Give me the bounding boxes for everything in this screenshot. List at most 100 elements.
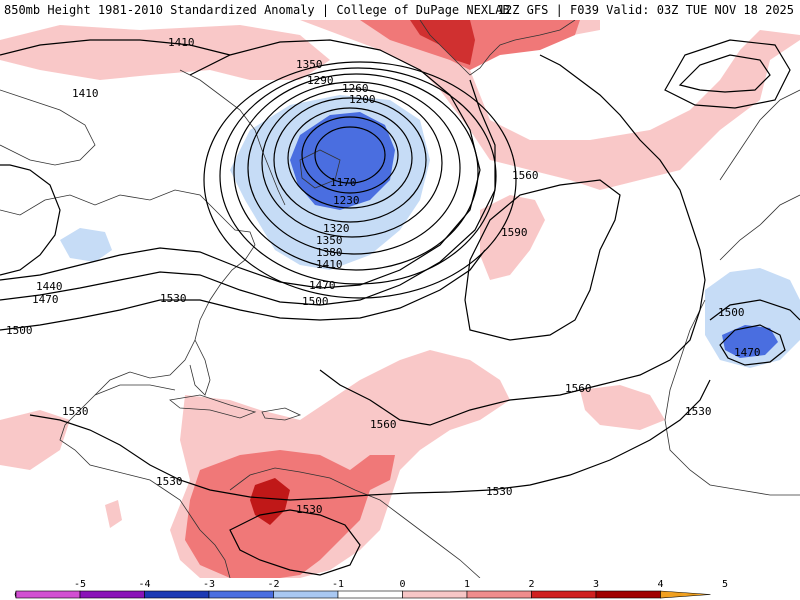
contour-1170 [314,126,386,184]
label-1410-w: 1410 [72,87,99,100]
label-1530: 1530 [160,292,187,305]
iberia-coast [719,89,800,181]
label-1350: 1350 [296,58,323,71]
anomaly-plus1-midatlantic [480,195,545,280]
africa-coast [719,194,800,261]
contour-east-high [678,54,771,93]
label-1500: 1500 [302,295,329,308]
anomaly-plus1-east-atlantic [580,385,665,430]
negative-anomaly-shading [60,95,800,368]
hudson-coast [0,89,96,166]
label-1530-gulf: 1530 [62,405,89,418]
label-1560-c: 1560 [565,382,592,395]
contour-1230 [287,107,413,209]
colorbar-tick-label: -2 [267,579,279,590]
anomaly-plus1-greenland [300,20,800,190]
contour-east-high-2 [664,39,791,109]
anomaly-plus1-northwest [0,25,330,80]
contour-1410-nw [0,39,231,56]
contour-1350 [233,73,479,271]
labrador-coast [179,69,286,206]
colorbar-tick-label: -3 [203,579,215,590]
label-1500-af: 1500 [718,306,745,319]
colorbar-ticks: -5 -4 -3 -2 -1 0 1 2 3 4 5 [74,579,728,590]
label-1260: 1260 [342,82,369,95]
colorbar-segment [337,590,403,599]
label-1530-sa: 1530 [296,503,323,516]
anomaly-colorbar: -5 -4 -3 -2 -1 0 1 2 3 4 5 [0,578,800,600]
colorbar-tick-label: 1 [464,579,470,590]
anomaly-plus3-greenland [410,20,475,65]
colorbar-segment [466,590,532,599]
contour-1500-africa [709,299,800,321]
label-1170: 1170 [330,176,357,189]
contour-1470-africa [719,324,786,366]
colorbar-segment [402,590,468,599]
label-1530-atl: 1530 [486,485,513,498]
anomaly-plus3-southamerica [250,478,290,525]
contour-1500 [0,79,496,306]
colorbar-segments [14,590,711,599]
south-america-inner [199,529,231,578]
label-1440: 1440 [36,280,63,293]
model-run-info: 12Z GFS | F039 Valid: 03Z TUE NOV 18 202… [497,3,794,17]
florida-coast [189,339,211,396]
label-1230: 1230 [333,194,360,207]
colorbar-tick-label: 4 [657,579,663,590]
contour-1380 [219,67,497,285]
colorbar-arrow-right [660,590,711,599]
anomaly-plus1-pacific [0,410,70,470]
colorbar-segment [531,590,597,599]
label-1560-n: 1560 [512,169,539,182]
greenland-coast [419,20,576,76]
anomaly-minus1-greatlakes [60,228,112,262]
label-1410-s: 1410 [316,258,343,271]
colorbar-tick-label: 3 [593,579,599,590]
anomaly-map: 1410 1410 1350 1290 1260 1200 1170 1230 … [0,20,800,578]
colorbar-tick-label: -5 [74,579,86,590]
contour-1560-loop [464,179,621,341]
colorbar-segment [79,590,145,599]
label-1590: 1590 [501,226,528,239]
colorbar-segment [144,590,210,599]
colorbar-tick-label: -1 [332,579,344,590]
label-1320: 1320 [323,222,350,235]
colorbar-segment [15,590,81,599]
contour-1530 [0,249,486,331]
contour-1200 [301,116,399,194]
colorbar-segment [273,590,339,599]
label-1530-carib: 1530 [156,475,183,488]
colorbar-segment [208,590,274,599]
colorbar-tick-label: -4 [138,579,150,590]
contour-1560-south [319,54,706,426]
colorbar-tick-label: 0 [399,579,405,590]
contour-1470 [0,39,481,289]
label-1380: 1380 [316,246,343,259]
anomaly-plus1-pacific-small [105,500,122,528]
label-1470-w: 1470 [32,293,59,306]
colorbar-segment [595,590,661,599]
label-1560-s: 1560 [370,418,397,431]
contour-1530-south [29,379,711,501]
label-1530-e: 1530 [685,405,712,418]
contour-labels: 1410 1410 1350 1290 1260 1200 1170 1230 … [6,36,761,516]
contour-1440 [0,164,61,276]
anomaly-minus2-atlantic-low [290,112,395,210]
colorbar-tick-label: 2 [528,579,534,590]
hispaniola-coast [261,407,302,421]
label-1470-af: 1470 [734,346,761,359]
contour-1290 [261,88,443,238]
anomaly-minus2-morocco [722,325,778,358]
label-1410-nw: 1410 [168,36,195,49]
africa-west-coast [664,299,800,496]
label-1290: 1290 [307,74,334,87]
map-title: 850mb Height 1981-2010 Standardized Anom… [4,3,510,17]
cuba-coast [169,394,257,419]
label-1500-w: 1500 [6,324,33,337]
map-header: 850mb Height 1981-2010 Standardized Anom… [0,0,800,21]
contour-1410 [203,61,517,299]
contour-1320 [247,81,461,255]
contour-1530-inner [229,509,361,576]
label-1350-s: 1350 [316,234,343,247]
gulf-coast [94,384,176,396]
